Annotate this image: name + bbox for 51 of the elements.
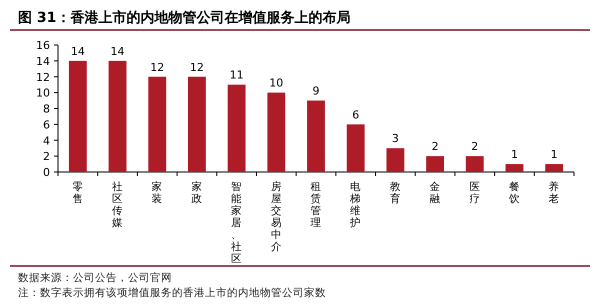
bar: [108, 60, 126, 172]
data-label: 14: [110, 44, 125, 58]
bar: [148, 76, 166, 172]
data-label: 11: [230, 68, 244, 82]
bar: [267, 92, 286, 172]
bar: [466, 156, 484, 172]
x-tick-label: 零售: [72, 181, 84, 205]
x-tick-label: 餐饮: [508, 181, 520, 205]
bar: [346, 124, 365, 172]
bar: [307, 100, 325, 172]
y-tick-label: 16: [36, 39, 50, 52]
bar: [386, 148, 404, 172]
y-tick-label: 12: [36, 70, 50, 84]
source-note: 数据来源：公司公告，公司官网: [18, 271, 172, 284]
x-tick-label: 金融: [430, 181, 441, 205]
bar: [228, 84, 246, 172]
data-label: 14: [70, 44, 85, 58]
bar: [545, 164, 564, 172]
bar: [68, 60, 87, 172]
y-tick-label: 8: [43, 102, 50, 116]
data-label: 6: [352, 108, 360, 122]
y-tick-label: 2: [43, 150, 50, 164]
data-label: 1: [510, 148, 518, 162]
data-label: 12: [150, 60, 164, 74]
data-label: 12: [190, 60, 204, 74]
y-tick-label: 0: [43, 166, 50, 179]
x-tick-label: 家政: [191, 180, 202, 205]
bar: [188, 76, 206, 172]
y-tick-label: 6: [43, 118, 50, 132]
data-label: 1: [550, 148, 558, 162]
data-label: 10: [269, 76, 284, 90]
x-tick-label: 社区传媒: [112, 180, 124, 229]
chart-title: 图 31：香港上市的内地物管公司在增值服务上的布局: [18, 9, 350, 26]
x-tick-label: 养老: [548, 180, 560, 205]
data-label: 9: [312, 84, 320, 98]
x-tick-label: 房屋交易中介: [270, 180, 282, 253]
x-tick-label: 智能家居、社区: [231, 181, 242, 265]
x-tick-label: 租赁管理: [310, 181, 322, 229]
x-tick-label: 家装: [152, 180, 163, 205]
x-tick-label: 教育: [390, 181, 401, 205]
data-label: 3: [392, 132, 399, 146]
data-label: 2: [432, 140, 439, 154]
bar: [506, 164, 524, 172]
x-tick-label: 医疗: [469, 181, 480, 205]
y-tick-label: 4: [43, 134, 50, 148]
text: 注：数字表示拥有该项增值服务的香港上市的内地物管公司家数: [18, 286, 326, 299]
y-tick-label: 14: [36, 54, 50, 68]
x-tick-label: 电梯维护: [349, 180, 362, 229]
y-tick-label: 10: [36, 86, 50, 100]
bar: [426, 156, 444, 172]
data-label: 2: [471, 140, 478, 154]
